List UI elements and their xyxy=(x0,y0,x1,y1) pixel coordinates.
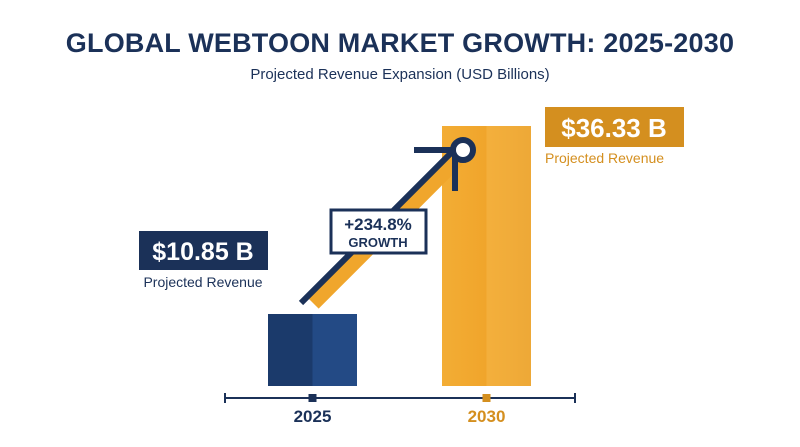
value-text-2030: $36.33 B xyxy=(561,113,667,143)
growth-percent: +234.8% xyxy=(344,215,412,234)
value-label-2025: $10.85 B Projected Revenue xyxy=(139,231,268,290)
bar-2025 xyxy=(268,314,357,386)
growth-word: GROWTH xyxy=(348,235,407,250)
chart-subtitle: Projected Revenue Expansion (USD Billion… xyxy=(250,66,550,83)
value-caption-2030: Projected Revenue xyxy=(545,150,664,166)
bar-2030 xyxy=(442,126,531,386)
x-tick-2030 xyxy=(482,394,491,402)
value-caption-2025: Projected Revenue xyxy=(143,274,262,290)
growth-badge: +234.8% GROWTH xyxy=(329,208,428,255)
x-tick-label-2030: 2030 xyxy=(468,407,506,426)
chart-title: GLOBAL WEBTOON MARKET GROWTH: 2025-2030 xyxy=(65,28,735,58)
x-tick-label-2025: 2025 xyxy=(294,407,332,426)
x-tick-2025 xyxy=(308,394,317,402)
value-label-2030: $36.33 B Projected Revenue xyxy=(545,107,684,166)
value-text-2025: $10.85 B xyxy=(152,238,253,266)
